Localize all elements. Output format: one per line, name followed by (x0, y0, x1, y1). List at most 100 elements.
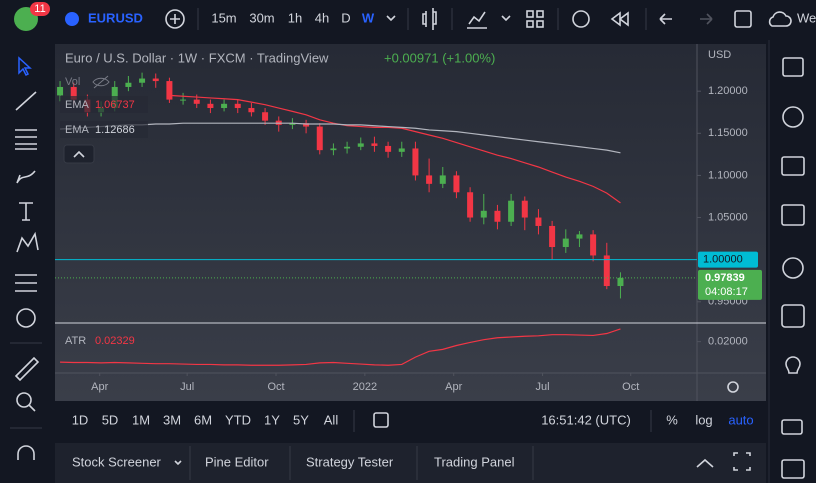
range[interactable]: All (324, 412, 339, 427)
atr-line (60, 328, 621, 366)
tab[interactable]: Stock Screener (72, 454, 162, 469)
ema-legend-name: EMA (65, 99, 90, 111)
collapse-legend[interactable] (63, 144, 95, 164)
badge-count: 11 (34, 3, 45, 15)
candle-body (398, 148, 405, 152)
range[interactable]: 1M (132, 412, 150, 427)
tab[interactable]: Strategy Tester (306, 454, 394, 469)
indicators[interactable] (467, 11, 487, 29)
line-tool[interactable] (15, 91, 37, 111)
interval[interactable]: D (341, 10, 350, 25)
streams[interactable] (785, 356, 801, 374)
bottom-bar: 1D 5D 1M 3M 6M YTD 1Y 5Y All 16:51:42 (U… (72, 410, 754, 432)
x-tick-label: Apr (91, 381, 108, 393)
text-tool[interactable] (19, 202, 33, 221)
volume-legend: Vol (65, 76, 80, 88)
interval[interactable]: 30m (249, 10, 274, 25)
alert[interactable] (572, 10, 590, 28)
candle-body (139, 78, 146, 83)
range[interactable]: 6M (194, 412, 212, 427)
candle-body (344, 146, 351, 149)
watchlist[interactable] (782, 57, 804, 77)
candle-body (166, 81, 173, 100)
replay[interactable] (610, 11, 629, 27)
alerts[interactable] (782, 106, 804, 128)
interval[interactable]: 4h (315, 10, 329, 25)
layout-name[interactable]: We (797, 10, 816, 25)
ema-line (169, 94, 621, 204)
candle-body (480, 210, 487, 218)
y-tick-label: 0.02000 (708, 336, 748, 348)
undo[interactable] (659, 13, 672, 25)
candle-body (576, 234, 583, 239)
last-price-box (698, 269, 762, 300)
ema-legend-name: EMA (65, 124, 90, 136)
badge (30, 2, 50, 16)
fullscreen[interactable] (734, 10, 752, 28)
range[interactable]: 5D (102, 412, 119, 427)
range[interactable]: 1D (72, 412, 89, 427)
tabs: Stock Screener Pine Editor Strategy Test… (72, 446, 751, 480)
symbol[interactable]: EURUSD (88, 10, 143, 25)
settings[interactable] (727, 381, 739, 393)
news[interactable] (781, 156, 805, 176)
goto-date[interactable] (373, 412, 389, 428)
interval-active[interactable]: W (362, 10, 375, 25)
y-tick-label: 1.10000 (708, 169, 748, 181)
add-symbol[interactable] (165, 9, 185, 29)
range[interactable]: 5Y (293, 412, 309, 427)
tab[interactable]: Pine Editor (205, 454, 269, 469)
tab[interactable]: Trading Panel (434, 454, 515, 469)
interval[interactable]: 15m (211, 10, 236, 25)
calendar[interactable] (782, 257, 804, 279)
fib-tool[interactable] (15, 129, 37, 150)
help[interactable] (781, 459, 805, 479)
auto-toggle[interactable]: auto (728, 412, 753, 427)
candle-body (508, 200, 515, 222)
log-toggle[interactable]: log (695, 412, 712, 427)
currency[interactable]: USD (708, 49, 731, 61)
candle-body (125, 82, 132, 87)
y-tick-label: 1.05000 (708, 211, 748, 223)
right-toolbar (768, 40, 805, 483)
clock[interactable]: 16:51:42 (UTC) (541, 412, 631, 427)
chart-title: Euro / U.S. Dollar · 1W · FXCM · Trading… (65, 50, 329, 65)
countdown: 04:08:17 (705, 286, 748, 298)
candle-body (57, 86, 64, 96)
candle-body (248, 108, 255, 113)
x-tick-label: 2022 (353, 381, 377, 393)
chats[interactable] (781, 419, 803, 435)
cursor-tool[interactable] (18, 56, 32, 77)
icon-tool[interactable] (16, 308, 36, 328)
candle-body (357, 143, 364, 147)
pattern-tool[interactable] (16, 231, 39, 253)
ideas[interactable] (781, 304, 805, 328)
hotlist[interactable] (781, 204, 805, 226)
interval[interactable]: 1h (288, 10, 302, 25)
brush-tool[interactable] (16, 170, 36, 184)
candle-body (453, 175, 460, 193)
chart-type[interactable] (422, 8, 437, 30)
ruler[interactable] (14, 356, 40, 382)
percent-toggle[interactable]: % (666, 412, 678, 427)
candle-body (385, 145, 392, 152)
tabs-bar (55, 443, 766, 483)
prediction-tool[interactable] (15, 274, 37, 292)
maximize-panel[interactable] (733, 452, 751, 471)
range[interactable]: 3M (163, 412, 181, 427)
candle-body (371, 143, 378, 146)
top-bar: 11 EURUSD 15m 30m 1h 4h D W We (14, 2, 816, 31)
candle-body (412, 148, 419, 176)
atr-legend-name: ATR (65, 335, 86, 347)
range[interactable]: YTD (225, 412, 251, 427)
candle-body (521, 200, 528, 218)
range[interactable]: 1Y (264, 412, 280, 427)
magnet[interactable] (17, 445, 35, 460)
collapse-panel[interactable] (696, 458, 714, 468)
zoom[interactable] (16, 392, 32, 408)
x-tick-label: Jul (180, 381, 194, 393)
candle-body (262, 112, 269, 121)
candle-body (590, 234, 597, 256)
